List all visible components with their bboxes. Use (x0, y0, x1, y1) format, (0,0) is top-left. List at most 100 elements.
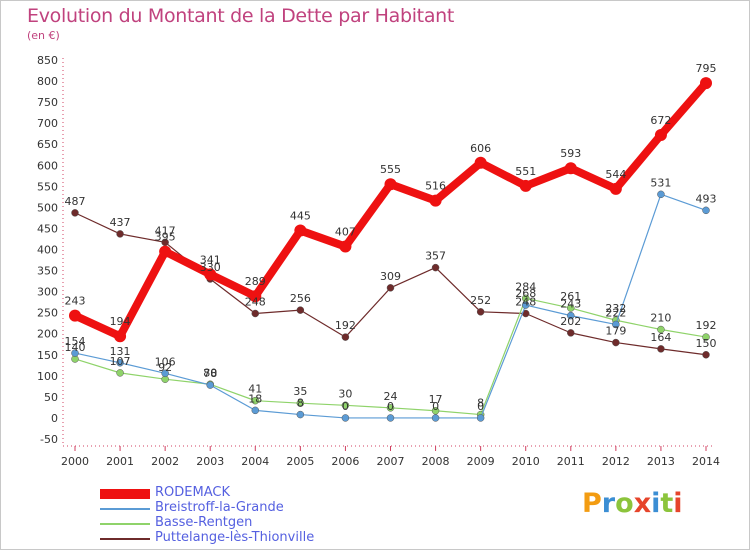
data-label: 192 (696, 319, 717, 332)
data-label: 417 (155, 224, 176, 237)
data-point (657, 190, 665, 199)
y-tick-label: 650 (37, 138, 58, 151)
data-label: 232 (605, 302, 626, 315)
data-label: 248 (245, 296, 266, 309)
data-label: 78 (203, 367, 217, 380)
series-basse-rentgen (71, 294, 710, 419)
data-point (161, 369, 169, 378)
data-point (567, 311, 575, 320)
data-label: 8 (297, 397, 304, 410)
data-point (702, 351, 710, 359)
data-label: 407 (335, 226, 356, 239)
x-tick-label: 2007 (377, 455, 405, 468)
legend-label-rodemack: RODEMACK (155, 485, 230, 500)
data-point (521, 301, 530, 309)
series-breistroff-la-grande (71, 190, 710, 422)
data-point (564, 162, 577, 175)
y-tick-label: 800 (37, 75, 58, 88)
data-point (612, 320, 620, 329)
data-label: 341 (200, 253, 221, 266)
data-point (654, 128, 667, 141)
data-label: 18 (248, 392, 262, 405)
data-label: 672 (650, 114, 671, 127)
data-point (476, 308, 485, 316)
data-label: 284 (515, 280, 536, 293)
data-point (116, 369, 124, 377)
y-tick-label: 100 (37, 370, 58, 383)
y-tick-label: 50 (44, 391, 58, 404)
data-label: 795 (696, 62, 717, 75)
x-tick-label: 2006 (331, 455, 359, 468)
data-point (431, 263, 440, 272)
data-point (519, 179, 532, 192)
x-tick-label: 2003 (196, 455, 224, 468)
y-tick-label: 850 (37, 54, 58, 67)
data-point (116, 359, 124, 367)
logo-letter: i (673, 488, 683, 519)
y-tick-label: 350 (37, 265, 58, 278)
data-point (341, 333, 350, 341)
data-point (609, 182, 622, 195)
data-label: 30 (338, 387, 352, 400)
x-tick-label: 2001 (106, 455, 134, 468)
data-label: 150 (696, 337, 717, 350)
data-point (204, 268, 217, 281)
data-point (71, 349, 79, 357)
data-label: 0 (477, 400, 484, 413)
data-label: 194 (110, 315, 131, 328)
data-label: 0 (387, 400, 394, 413)
data-label: 544 (605, 168, 626, 181)
y-tick-label: 550 (37, 180, 58, 193)
x-tick-label: 2014 (692, 455, 720, 468)
data-point (341, 401, 350, 410)
data-label: 395 (155, 231, 176, 244)
data-point (206, 381, 214, 389)
data-label: 551 (515, 165, 536, 178)
data-label: 445 (290, 210, 311, 223)
data-label: 606 (470, 142, 491, 155)
data-label: 252 (470, 294, 491, 307)
data-label: 531 (650, 176, 671, 189)
legend-swatch-basse-rentgen (100, 523, 150, 525)
y-tick-label: 250 (37, 307, 58, 320)
data-point (251, 309, 260, 318)
data-point (431, 414, 440, 422)
data-label: 179 (605, 325, 626, 338)
data-label: 256 (290, 292, 311, 305)
data-point (384, 178, 397, 191)
x-tick-label: 2000 (61, 455, 89, 468)
data-label: 493 (696, 192, 717, 205)
data-point (296, 306, 305, 314)
series-layer (69, 77, 712, 422)
series-rodemack (69, 77, 712, 343)
data-label: 8 (477, 397, 484, 410)
data-point (294, 224, 307, 237)
data-label: 17 (429, 393, 443, 406)
data-label: 516 (425, 180, 446, 193)
data-label: 243 (65, 295, 86, 308)
proxiti-logo: Proxiti (582, 488, 683, 519)
data-point (700, 77, 712, 90)
x-tick-label: 2004 (241, 455, 269, 468)
legend-label-puttelange: Puttelange-lès-Thionville (155, 530, 315, 545)
data-label: 222 (605, 306, 626, 319)
legend-label-breistroff: Breistroff-la-Grande (155, 500, 284, 515)
data-point (702, 206, 710, 215)
data-label: 140 (65, 341, 86, 354)
data-label: 164 (650, 331, 671, 344)
x-tick-label: 2002 (151, 455, 179, 468)
data-label: 261 (560, 290, 581, 303)
x-tick-label: 2013 (647, 455, 675, 468)
data-point (386, 404, 395, 412)
data-label: 107 (110, 355, 131, 368)
data-label: 80 (203, 366, 217, 379)
series-puttelange-l-s-thionville (71, 209, 710, 359)
data-label: 487 (65, 195, 86, 208)
data-label: 243 (560, 298, 581, 311)
data-label: 268 (515, 287, 536, 300)
x-tick-label: 2009 (467, 455, 495, 468)
data-label: 210 (650, 312, 671, 325)
data-point (296, 410, 305, 419)
logo-letter: P (582, 488, 602, 519)
